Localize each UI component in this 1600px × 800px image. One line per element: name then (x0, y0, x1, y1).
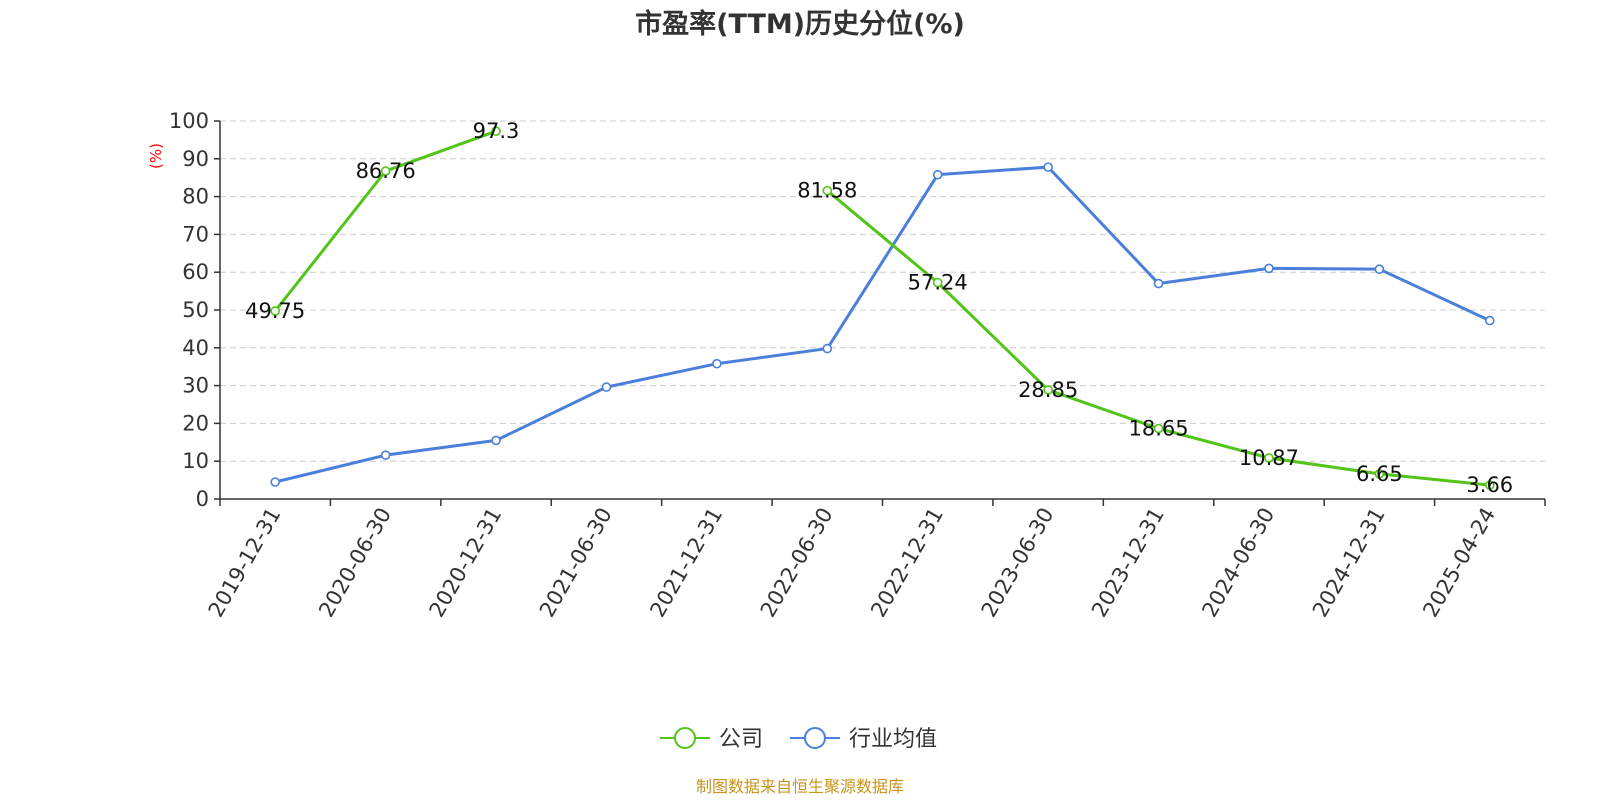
legend-marker-icon (674, 727, 696, 749)
data-point[interactable] (932, 277, 943, 288)
legend[interactable]: 公司 行业均值 (660, 727, 937, 752)
data-point[interactable] (1264, 453, 1274, 463)
data-label: 6.65 (1356, 462, 1403, 486)
x-axis-ticks: 2019-12-31 2020-06-30 2020-12-31 2021-06-30… (204, 499, 1546, 622)
legend-label: 公司 (719, 727, 763, 752)
data-point[interactable] (1374, 264, 1385, 274)
data-point[interactable] (1484, 315, 1495, 326)
data-label: 97.3 (473, 119, 520, 143)
y-tick-label: 20 (182, 411, 209, 435)
x-tick-label: 2023-06-30 (977, 504, 1059, 622)
legend-label: 行业均值 (849, 727, 937, 752)
data-label: 28.85 (1018, 378, 1078, 402)
legend-item-industry[interactable]: 行业均值 (790, 727, 937, 752)
legend-item-company[interactable]: 公司 (660, 727, 763, 752)
data-point[interactable] (270, 477, 281, 487)
x-tick-label: 2020-06-30 (314, 504, 396, 622)
data-point[interactable] (601, 382, 612, 392)
legend-marker-icon (804, 727, 826, 749)
y-tick-label: 80 (182, 185, 209, 209)
data-label: 10.87 (1239, 446, 1299, 470)
x-tick-label: 2023-12-31 (1087, 504, 1169, 622)
data-label: 57.24 (908, 271, 968, 295)
y-tick-label: 30 (182, 374, 209, 398)
source-text: 制图数据来自恒生聚源数据库 (696, 777, 904, 796)
x-tick-label: 2022-12-31 (866, 503, 948, 621)
y-tick-label: 90 (182, 147, 209, 171)
data-labels: 49.75 86.76 97.3 81.58 57.24 28.85 18.65 10.87 6… (245, 119, 1513, 497)
y-tick-label: 60 (182, 260, 209, 284)
chart-title: 市盈率(TTM)历史分位(%) (635, 8, 965, 40)
data-point[interactable] (491, 435, 501, 446)
data-point[interactable] (1043, 385, 1053, 395)
series-industry (270, 162, 1495, 487)
y-tick-label: 50 (182, 298, 209, 322)
data-point[interactable] (380, 166, 391, 176)
data-point[interactable] (380, 450, 391, 460)
data-point[interactable] (270, 306, 281, 316)
y-tick-label: 0 (196, 487, 209, 511)
y-tick-label: 10 (182, 449, 209, 473)
data-point[interactable] (1484, 480, 1495, 490)
x-tick-label: 2020-12-31 (425, 503, 507, 621)
series-company (270, 126, 1495, 490)
y-tick-label: 40 (182, 336, 209, 360)
x-tick-label: 2024-06-30 (1197, 504, 1279, 622)
data-point[interactable] (1043, 162, 1053, 172)
x-tick-label: 2022-06-30 (756, 504, 838, 622)
data-point[interactable] (1374, 469, 1385, 479)
data-point[interactable] (491, 126, 501, 137)
data-label: 81.58 (797, 179, 857, 203)
x-tick-label: 2021-06-30 (535, 504, 617, 622)
y-axis-ticks: 0 10 20 30 40 50 60 70 80 90 100 (169, 109, 220, 511)
data-point[interactable] (712, 358, 722, 369)
grid-lines (220, 120, 1545, 462)
x-tick-label: 2025-04-24 (1418, 504, 1500, 622)
data-point[interactable] (1153, 423, 1164, 434)
data-label: 49.75 (245, 299, 305, 323)
data-label: 18.65 (1128, 417, 1188, 441)
data-point[interactable] (1264, 263, 1274, 274)
y-tick-label: 70 (182, 222, 209, 246)
series-group (270, 126, 1495, 490)
data-point[interactable] (822, 343, 833, 354)
y-tick-label: 100 (169, 109, 209, 133)
data-point[interactable] (932, 169, 943, 180)
y-axis-label: (%) (147, 143, 165, 169)
x-tick-label: 2024-12-31 (1308, 504, 1390, 622)
data-label: 86.76 (356, 159, 416, 183)
data-point[interactable] (822, 185, 833, 196)
x-tick-label: 2021-12-31 (645, 504, 727, 622)
x-tick-label: 2019-12-31 (204, 504, 286, 622)
data-point[interactable] (1153, 278, 1164, 289)
series-line (274, 165, 1491, 484)
data-label: 3.66 (1466, 473, 1513, 497)
